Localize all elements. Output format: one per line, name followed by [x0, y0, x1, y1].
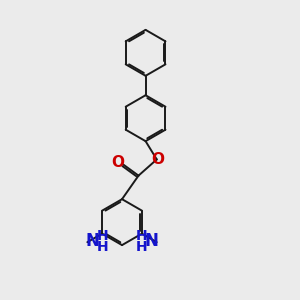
- Text: H: H: [136, 241, 148, 254]
- Text: N: N: [145, 232, 159, 250]
- Text: H: H: [96, 229, 108, 243]
- Text: O: O: [112, 155, 125, 170]
- Text: H: H: [136, 229, 148, 243]
- Text: O: O: [151, 152, 164, 167]
- Text: H: H: [96, 241, 108, 254]
- Text: N: N: [85, 232, 99, 250]
